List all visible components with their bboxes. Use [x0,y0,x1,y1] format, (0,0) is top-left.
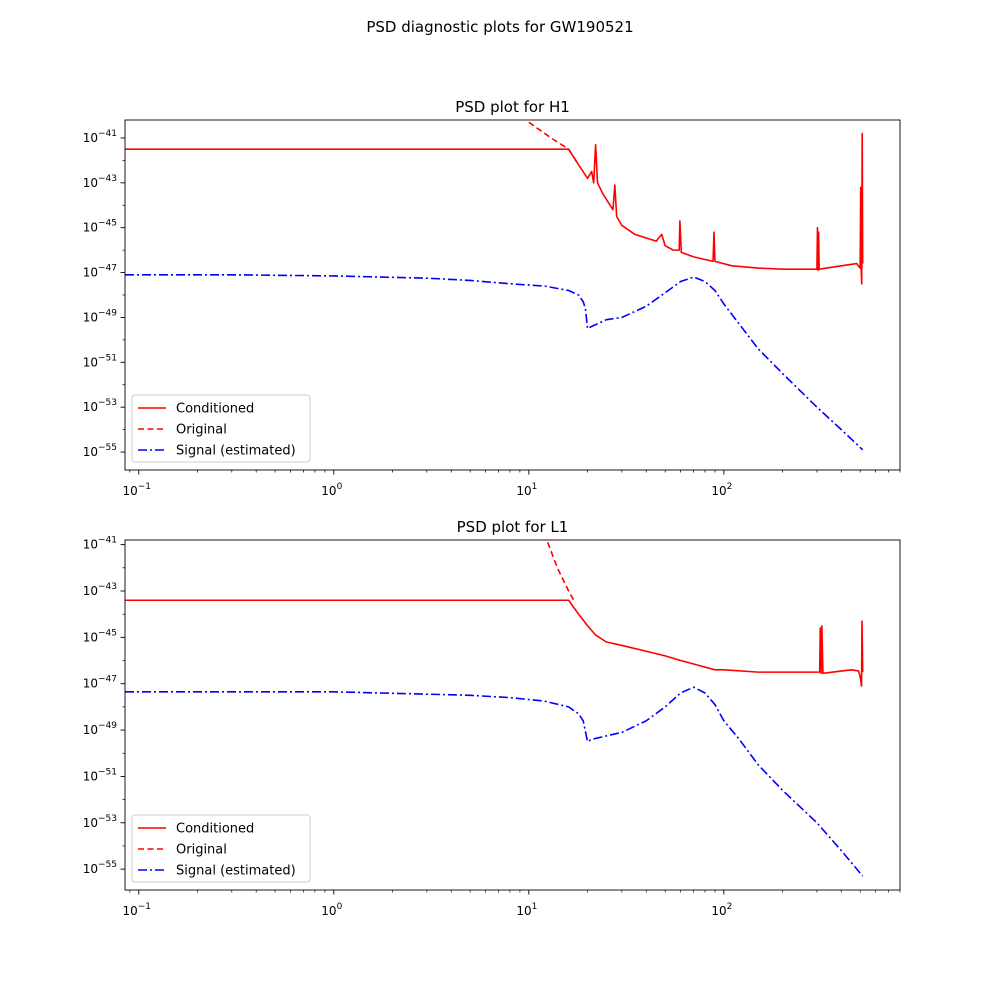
legend-label: Signal (estimated) [176,444,296,459]
y-tick-label: 10−53 [83,814,117,830]
y-tick-label: 10−53 [83,398,117,414]
y-tick-label: 10−47 [83,264,117,280]
legend: Conditioned Original Signal (estimated) [131,394,311,463]
x-tick-label: 101 [516,482,537,498]
y-tick-label: 10−47 [83,675,117,691]
y-tick-label: 10−55 [83,860,117,876]
psd-panel-h1: PSD plot for H1 10−1 100 101 102 10−41 10−43 10… [83,98,901,498]
legend-label: Signal (estimated) [176,864,296,879]
y-tick-label: 10−45 [83,219,117,235]
x-tick-label: 100 [321,482,342,498]
figure-suptitle: PSD diagnostic plots for GW190521 [366,18,633,36]
series-line-conditioned [125,599,864,687]
plot-area [125,542,864,877]
legend-label: Conditioned [176,402,254,417]
y-tick-label: 10−51 [83,353,117,369]
x-tick-label: 102 [711,902,732,918]
y-tick-label: 10−55 [83,443,117,459]
panel-title: PSD plot for L1 [457,518,569,536]
legend: Conditioned Original Signal (estimated) [131,814,311,883]
y-tick-label: 10−41 [83,536,117,552]
y-tick-label: 10−41 [83,129,117,145]
x-tick-label: 102 [711,482,732,498]
y-tick-label: 10−43 [83,174,117,190]
x-tick-label: 10−1 [122,902,151,918]
psd-panel-l1: PSD plot for L1 10−1 100 101 102 10−41 10−43 10… [83,518,901,918]
y-tick-label: 10−51 [83,767,117,783]
y-tick-label: 10−49 [83,721,118,737]
plot-area [125,121,864,451]
legend-box [131,394,311,463]
y-tick-label: 10−45 [83,628,117,644]
x-tick-label: 10−1 [122,482,151,498]
legend-label: Original [176,843,227,858]
legend-label: Conditioned [176,822,254,837]
series-line-original [546,542,575,601]
x-tick-label: 101 [516,902,537,918]
series-line-original [528,121,580,166]
x-tick-label: 100 [321,902,342,918]
axes-frame [124,539,901,891]
legend-box [131,814,311,883]
y-tick-label: 10−49 [83,308,118,324]
series-line-signal-estimated [125,686,864,877]
y-tick-label: 10−43 [83,582,117,598]
legend-label: Original [176,423,227,438]
series-line-signal-estimated [125,274,864,451]
series-line-conditioned [125,132,864,285]
panel-title: PSD plot for H1 [455,98,570,116]
